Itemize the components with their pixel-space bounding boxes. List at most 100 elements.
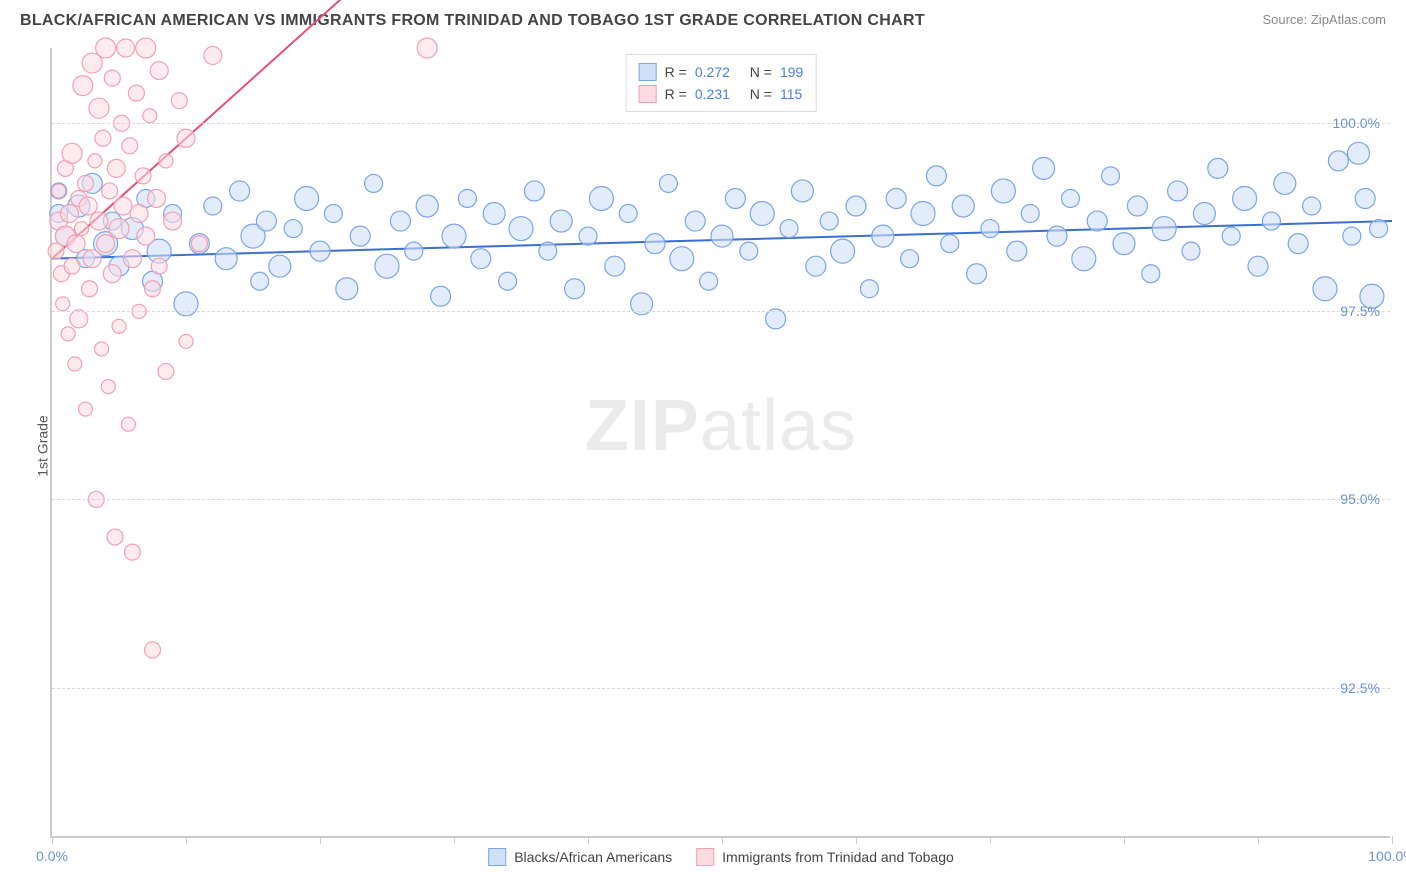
scatter-point-blue [499,272,517,290]
legend-item-pink: Immigrants from Trinidad and Tobago [696,848,954,866]
scatter-point-pink [124,544,140,560]
scatter-point-pink [70,310,88,328]
scatter-point-pink [68,357,82,371]
scatter-point-blue [886,188,906,208]
gridline-h [52,311,1390,312]
scatter-point-blue [605,256,625,276]
source-label: Source: ZipAtlas.com [1262,12,1386,27]
scatter-point-pink [56,297,70,311]
scatter-point-blue [831,239,855,263]
scatter-point-blue [1127,196,1147,216]
scatter-point-blue [1288,234,1308,254]
scatter-point-blue [390,211,410,231]
scatter-point-blue [911,202,935,226]
scatter-point-pink [82,281,98,297]
chart-title: BLACK/AFRICAN AMERICAN VS IMMIGRANTS FRO… [20,12,925,30]
scatter-point-pink [74,222,88,236]
scatter-point-blue [1072,247,1096,271]
scatter-point-blue [1313,277,1337,301]
scatter-point-pink [158,364,174,380]
scatter-point-blue [550,210,572,232]
n-value: 115 [780,86,802,102]
scatter-point-blue [269,255,291,277]
xtick [990,836,991,844]
scatter-point-blue [820,212,838,230]
ytick-label: 95.0% [1340,491,1380,507]
scatter-point-pink [179,334,193,348]
scatter-point-blue [1047,226,1067,246]
scatter-point-blue [524,181,544,201]
scatter-point-pink [143,109,157,123]
scatter-point-pink [62,143,82,163]
legend-correlation: R = 0.272 N = 199 R = 0.231 N = 115 [626,54,817,112]
scatter-point-pink [137,227,155,245]
scatter-point-blue [365,174,383,192]
r-label: R = [665,64,687,80]
scatter-point-blue [1033,157,1055,179]
scatter-point-pink [151,258,167,274]
scatter-point-blue [685,211,705,231]
scatter-point-pink [122,138,138,154]
scatter-point-pink [112,319,126,333]
scatter-point-blue [1152,217,1176,241]
scatter-point-pink [89,98,109,118]
scatter-point-blue [1370,220,1388,238]
scatter-point-blue [926,166,946,186]
scatter-point-blue [711,225,733,247]
gridline-h [52,499,1390,500]
scatter-point-blue [780,220,798,238]
scatter-point-blue [1021,205,1039,223]
r-value: 0.272 [695,64,730,80]
ytick-label: 100.0% [1333,115,1380,131]
scatter-point-blue [458,189,476,207]
scatter-point-blue [941,235,959,253]
scatter-point-pink [61,327,75,341]
xtick [1392,836,1393,844]
scatter-point-blue [1208,158,1228,178]
scatter-point-pink [78,175,94,191]
scatter-point-pink [148,189,166,207]
scatter-point-blue [589,186,613,210]
scatter-point-blue [1248,256,1268,276]
legend-swatch-pink [639,85,657,103]
scatter-point-blue [483,203,505,225]
scatter-point-pink [88,154,102,168]
scatter-point-blue [405,242,423,260]
scatter-point-pink [123,250,141,268]
scatter-point-pink [97,235,115,253]
scatter-point-pink [83,250,101,268]
scatter-point-blue [1007,241,1027,261]
scatter-point-blue [1061,189,1079,207]
scatter-point-pink [104,70,120,86]
scatter-point-blue [860,280,878,298]
scatter-point-pink [171,93,187,109]
scatter-point-blue [659,174,677,192]
scatter-point-blue [846,196,866,216]
y-axis-label: 1st Grade [35,415,51,476]
scatter-point-blue [725,188,745,208]
scatter-point-blue [700,272,718,290]
scatter-point-blue [336,278,358,300]
xtick [856,836,857,844]
n-label: N = [750,86,772,102]
xtick-label: 0.0% [36,848,68,864]
scatter-point-blue [1102,167,1120,185]
scatter-point-blue [1182,242,1200,260]
scatter-point-blue [1222,227,1240,245]
gridline-h [52,688,1390,689]
scatter-plot-svg [52,48,1390,836]
scatter-point-pink [159,154,173,168]
scatter-point-blue [509,217,533,241]
scatter-point-blue [981,220,999,238]
legend-item-blue: Blacks/African Americans [488,848,672,866]
xtick [320,836,321,844]
scatter-point-pink [191,236,207,252]
scatter-point-pink [73,76,93,96]
scatter-point-pink [107,159,125,177]
scatter-point-blue [431,286,451,306]
scatter-point-pink [95,130,111,146]
scatter-point-pink [145,281,161,297]
legend-swatch-blue [639,63,657,81]
scatter-point-pink [145,642,161,658]
scatter-point-blue [1343,227,1361,245]
